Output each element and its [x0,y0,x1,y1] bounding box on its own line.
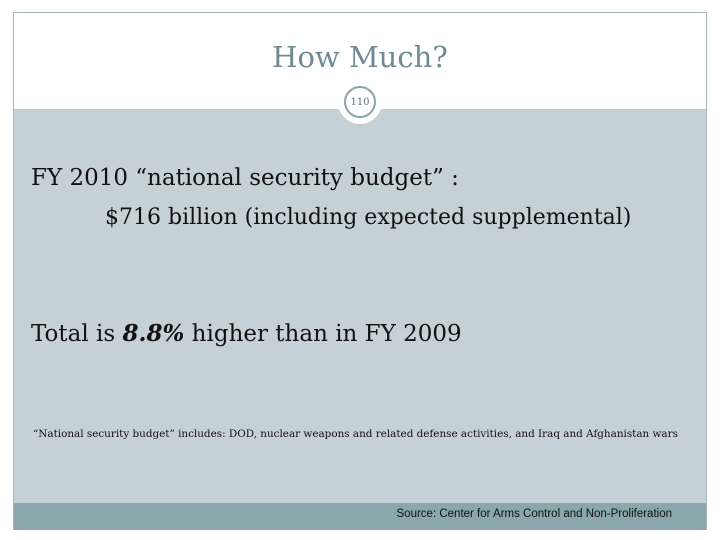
source-citation: Source: Center for Arms Control and Non-… [396,508,672,520]
budget-amount: $716 billion (including expected supplem… [105,205,632,230]
budget-heading: FY 2010 “national security budget” : [31,165,459,191]
total-increase-statement: Total is 8.8% higher than in FY 2009 [31,320,462,347]
slide-number-badge: 110 [338,80,382,124]
content-band [14,109,706,503]
total-suffix: higher than in FY 2009 [184,321,462,347]
slide-number: 110 [344,86,376,118]
footer-band: Source: Center for Arms Control and Non-… [14,503,706,530]
definition-note: “National security budget” includes: DOD… [33,428,678,440]
total-percent: 8.8% [122,320,185,347]
total-prefix: Total is [31,321,123,347]
slide-title: How Much? [272,40,448,74]
